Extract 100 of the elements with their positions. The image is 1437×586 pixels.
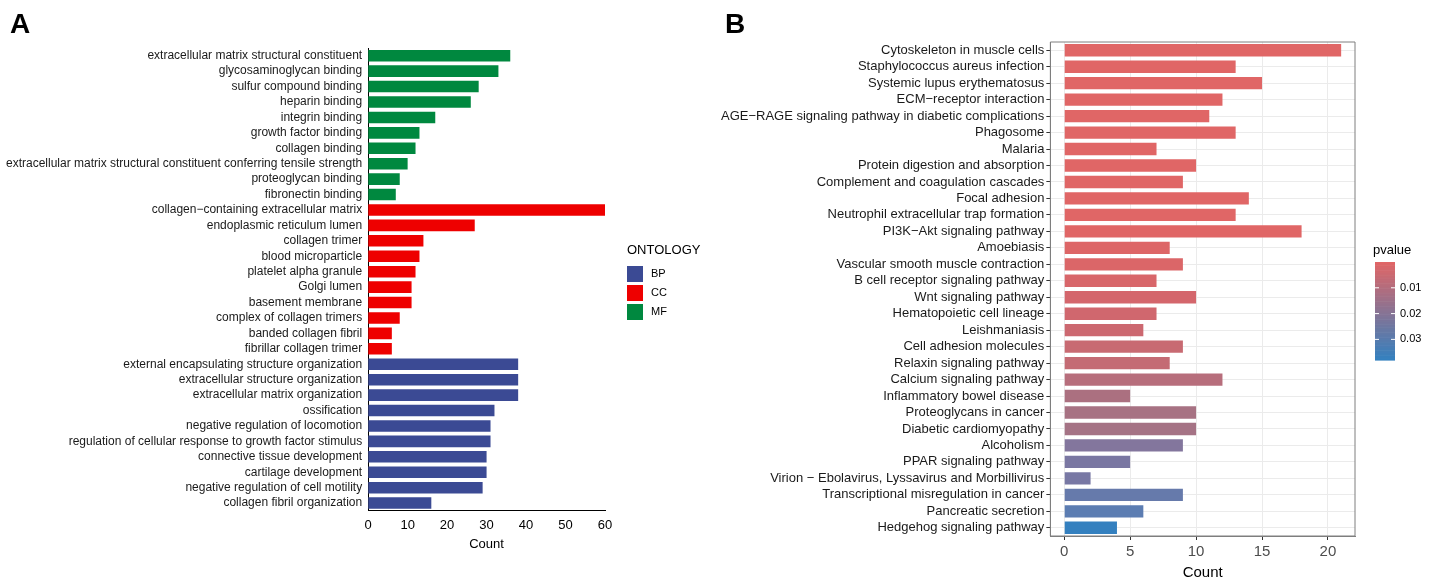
- bar: [368, 250, 420, 263]
- y-tick-label: ossification: [302, 402, 363, 417]
- color-bar-label: 0.03: [1400, 332, 1422, 345]
- y-tick-label: sulfur compound binding: [231, 78, 363, 93]
- bar: [1064, 373, 1223, 386]
- y-tick-label: Vascular smooth muscle contraction: [836, 255, 1045, 271]
- x-tick-label: 60: [597, 517, 613, 533]
- y-tick-label: negative regulation of locomotion: [186, 418, 363, 433]
- legend-title: ONTOLOGY: [627, 241, 701, 257]
- bar: [368, 173, 400, 185]
- bar: [368, 497, 432, 509]
- bar: [368, 481, 483, 494]
- bar: [368, 235, 424, 247]
- bar: [1064, 258, 1183, 271]
- legend-label: CC: [651, 286, 667, 299]
- y-tick-label: negative regulation of cell motility: [185, 479, 363, 494]
- bar: [368, 420, 491, 432]
- y-tick-label: PPAR signaling pathway: [902, 453, 1045, 469]
- bar: [368, 142, 416, 155]
- bar: [368, 157, 408, 170]
- bar: [1064, 291, 1197, 304]
- bar: [368, 327, 392, 340]
- y-tick-label: Transcriptional misregulation in cancer: [822, 486, 1046, 502]
- y-tick-label: Leishmaniasis: [961, 321, 1045, 337]
- y-tick-label: integrin binding: [280, 109, 363, 124]
- y-tick-label: glycosaminoglycan binding: [218, 63, 363, 78]
- bar: [1064, 455, 1131, 469]
- text: B: [725, 8, 746, 40]
- y-tick-label: Pancreatic secretion: [926, 502, 1045, 518]
- bar: [1064, 439, 1183, 452]
- bar: [1064, 505, 1144, 518]
- y-tick-label: growth factor binding: [250, 125, 363, 140]
- bar: [1064, 208, 1236, 222]
- y-tick-label: external encapsulating structure organization: [123, 356, 363, 371]
- x-tick-label: 10: [1187, 542, 1205, 560]
- y-tick-label: ECM−receptor interaction: [896, 91, 1045, 107]
- y-tick-label: Malaria: [1001, 140, 1046, 156]
- y-tick-label: Relaxin signaling pathway: [894, 354, 1045, 370]
- bar: [1064, 406, 1197, 419]
- bar: [1064, 93, 1223, 106]
- y-tick-label: complex of collagen trimers: [216, 310, 363, 325]
- x-tick-label: 15: [1253, 542, 1271, 560]
- y-tick-label: banded collagen fibril: [248, 325, 363, 340]
- y-tick-label: fibronectin binding: [264, 186, 363, 201]
- bar: [1064, 323, 1144, 337]
- y-tick-label: extracellular matrix structural constituent: [147, 48, 363, 63]
- x-tick-label: 5: [1125, 542, 1135, 560]
- y-tick-label: Focal adhesion: [956, 190, 1045, 206]
- y-tick-label: PI3K−Akt signaling pathway: [882, 222, 1045, 238]
- bar: [368, 281, 412, 293]
- bar: [368, 80, 479, 93]
- y-tick-label: extracellular structure organization: [178, 371, 363, 386]
- y-tick-label: Systemic lupus erythematosus: [868, 74, 1045, 90]
- x-tick-label: 0: [364, 517, 372, 533]
- legend-label: BP: [651, 267, 666, 280]
- x-axis-title: Count: [1182, 563, 1224, 581]
- bar: [368, 96, 471, 108]
- bar: [1064, 356, 1170, 370]
- x-tick-label: 20: [1319, 542, 1337, 560]
- bar: [1064, 241, 1170, 255]
- y-tick-label: Cell adhesion molecules: [903, 338, 1045, 354]
- bar: [368, 404, 495, 417]
- bar: [1064, 488, 1183, 502]
- y-tick-label: platelet alpha granule: [247, 264, 363, 278]
- x-tick-label: 10: [400, 517, 415, 533]
- bar: [1064, 521, 1117, 534]
- bar: [1064, 109, 1210, 123]
- y-tick-label: collagen trimer: [283, 233, 363, 248]
- y-tick-label: collagen fibril organization: [223, 495, 363, 510]
- x-tick-label: 0: [1060, 542, 1069, 560]
- y-tick-label: connective tissue development: [198, 449, 363, 464]
- y-tick-label: Amoebiasis: [977, 239, 1045, 255]
- y-tick-label: heparin binding: [280, 94, 363, 109]
- y-tick-label: fibrillar collagen trimer: [244, 341, 363, 356]
- y-tick-label: basement membrane: [248, 294, 363, 309]
- y-tick-label: Hedgehog signaling pathway: [877, 519, 1045, 535]
- bar: [368, 296, 412, 309]
- bar: [1064, 60, 1236, 73]
- bar: [1064, 142, 1157, 156]
- x-tick-label: 20: [439, 517, 455, 533]
- bar: [1064, 389, 1131, 403]
- bar: [368, 219, 475, 232]
- text: A: [10, 8, 31, 40]
- bar: [1064, 422, 1197, 436]
- y-tick-label: B cell receptor signaling pathway: [854, 272, 1045, 288]
- y-tick-label: extracellular matrix organization: [192, 387, 363, 402]
- y-tick-label: Inflammatory bowel disease: [883, 387, 1045, 403]
- y-tick-label: Diabetic cardiomyopathy: [902, 420, 1045, 436]
- y-tick-label: Calcium signaling pathway: [890, 371, 1045, 387]
- bar: [1064, 225, 1302, 238]
- bar: [1064, 44, 1342, 57]
- bar: [368, 49, 511, 62]
- y-tick-label: Phagosome: [974, 124, 1045, 140]
- bar: [368, 312, 400, 324]
- x-axis-title: Count: [469, 535, 505, 551]
- y-tick-label: Wnt signaling pathway: [914, 288, 1045, 304]
- x-tick-label: 40: [518, 517, 534, 533]
- legend-label: MF: [651, 305, 668, 318]
- y-tick-label: Protein digestion and absorption: [857, 157, 1045, 173]
- y-tick-label: proteoglycan binding: [251, 171, 363, 186]
